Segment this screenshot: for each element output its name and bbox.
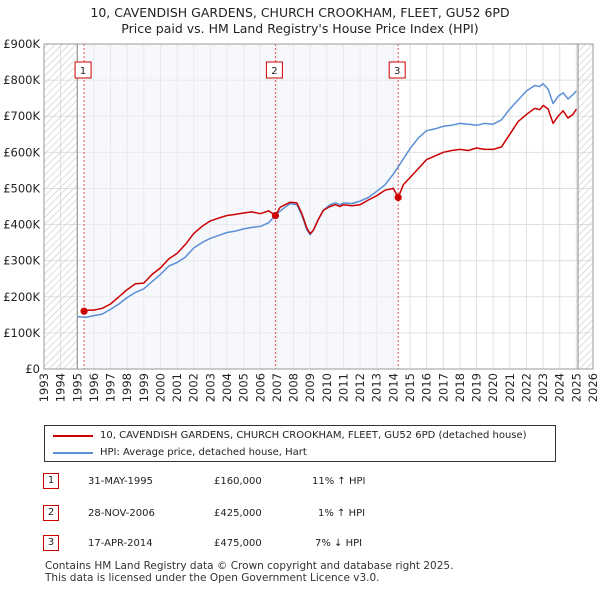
sale-badge-box-2 (265, 61, 283, 79)
x-tick-label: 2008 (287, 373, 301, 402)
x-tick-label: 2001 (170, 373, 184, 402)
sale-number-badge: 2 (43, 505, 59, 521)
x-tick-label: 2003 (203, 373, 217, 402)
y-tick-label: £700K (3, 109, 40, 123)
x-tick-label: 2025 (569, 373, 583, 402)
x-tick-label: 2022 (519, 373, 533, 402)
chart-title-address: 10, CAVENDISH GARDENS, CHURCH CROOKHAM, … (90, 5, 510, 20)
sale-number-badge: 1 (43, 473, 59, 489)
x-tick-label: 2016 (420, 373, 434, 402)
y-tick-label: £100K (3, 326, 40, 340)
sale-number-badge: 3 (43, 535, 59, 551)
sale-hpi-change: 11% ↑ HPI (312, 476, 366, 487)
y-tick-label: £300K (3, 254, 40, 268)
hatched-region (578, 44, 593, 369)
x-tick-label: 2026 (586, 373, 600, 402)
sale-badge-label-2: 2 (271, 66, 277, 77)
sale-badge-box-1 (74, 61, 92, 79)
sale-hpi-change: 1% ↑ HPI (318, 508, 366, 519)
x-tick-label: 2024 (553, 373, 567, 402)
x-tick-label: 2021 (503, 373, 517, 402)
x-tick-label: 2009 (303, 373, 317, 402)
sale-period-band (275, 44, 399, 369)
x-tick-label: 2004 (220, 373, 234, 402)
sale-price: £475,000 (214, 538, 262, 549)
x-tick-label: 1995 (70, 373, 84, 402)
legend-swatch-hpi (53, 452, 93, 454)
chart-legend: 10, CAVENDISH GARDENS, CHURCH CROOKHAM, … (44, 425, 556, 462)
x-tick-label: 2007 (270, 373, 284, 402)
sale-price: £425,000 (214, 508, 262, 519)
sale-point-2 (271, 211, 280, 220)
x-tick-label: 1998 (120, 373, 134, 402)
sale-period-band (84, 44, 276, 369)
x-tick-label: 1997 (104, 373, 118, 402)
x-tick-label: 2019 (470, 373, 484, 402)
y-tick-label: £500K (3, 181, 40, 195)
y-tick-label: £400K (3, 218, 40, 232)
sale-date: 17-APR-2014 (88, 538, 153, 549)
sale-hpi-change: 7% ↓ HPI (315, 538, 363, 549)
y-tick-label: £800K (3, 73, 40, 87)
x-tick-label: 2011 (336, 373, 350, 402)
sale-price: £160,000 (214, 476, 262, 487)
x-tick-label: 2017 (436, 373, 450, 402)
sale-point-1 (80, 307, 88, 315)
x-tick-label: 1993 (37, 373, 51, 402)
x-tick-label: 2014 (386, 373, 400, 402)
hatched-region (44, 44, 78, 369)
legend-swatch-price (53, 435, 93, 437)
x-tick-label: 2012 (353, 373, 367, 402)
sale-badge-box-3 (388, 61, 406, 79)
sale-date: 31-MAY-1995 (88, 476, 154, 487)
x-tick-label: 1994 (54, 373, 68, 402)
legend-label-price: 10, CAVENDISH GARDENS, CHURCH CROOKHAM, … (100, 430, 527, 441)
x-tick-label: 2010 (320, 373, 334, 402)
x-tick-label: 1999 (137, 373, 151, 402)
x-tick-label: 2005 (237, 373, 251, 402)
x-tick-label: 2000 (153, 373, 167, 402)
legend-label-hpi: HPI: Average price, detached house, Hart (100, 447, 307, 458)
x-tick-label: 2020 (486, 373, 500, 402)
price-series-line (83, 104, 578, 312)
sale-badge-label-3: 3 (394, 66, 400, 77)
x-tick-label: 2018 (453, 373, 467, 402)
x-tick-label: 2006 (253, 373, 267, 402)
x-tick-label: 2023 (536, 373, 550, 402)
y-tick-label: £600K (3, 145, 40, 159)
sale-badge-label-1: 1 (80, 66, 86, 77)
x-tick-label: 1996 (87, 373, 101, 402)
x-tick-label: 2015 (403, 373, 417, 402)
hpi-series-line (77, 82, 577, 319)
y-tick-label: £200K (3, 290, 40, 304)
y-tick-label: £900K (3, 37, 40, 51)
sale-point-3 (394, 193, 402, 202)
footer-licence: This data is licensed under the Open Gov… (45, 572, 380, 584)
chart-subtitle: Price paid vs. HM Land Registry's House … (121, 21, 479, 36)
x-tick-label: 2002 (187, 373, 201, 402)
price-chart: £0 £100K £200K £300K £400K £500K £600K £700K £80… (3, 37, 600, 402)
footer-copyright: Contains HM Land Registry data © Crown c… (45, 560, 454, 572)
sale-date: 28-NOV-2006 (88, 508, 155, 519)
y-tick-label: £0 (25, 362, 40, 376)
plot-border (43, 43, 594, 370)
x-tick-label: 2013 (370, 373, 384, 402)
